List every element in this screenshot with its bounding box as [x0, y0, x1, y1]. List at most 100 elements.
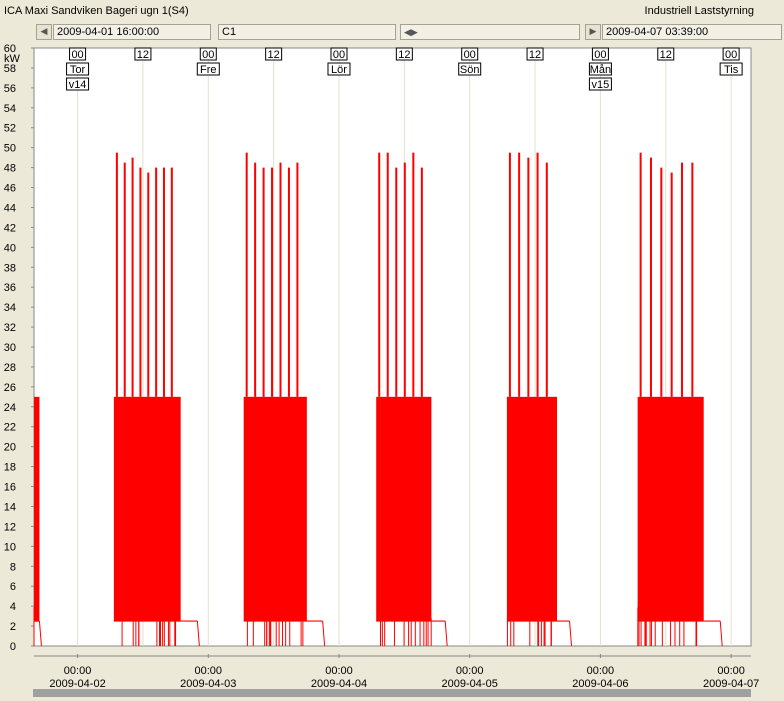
y-axis-label: kW — [4, 53, 21, 65]
horizontal-scrollbar[interactable] — [33, 689, 751, 697]
top-marker-box — [657, 47, 675, 61]
top-marker-label: Tor — [70, 64, 86, 76]
load-tail — [444, 621, 448, 647]
load-spike — [254, 162, 257, 397]
top-marker-label: 00 — [464, 49, 476, 61]
load-spike — [681, 162, 684, 397]
load-spike — [115, 152, 118, 397]
end-time-field[interactable]: 2009-04-07 03:39:00 — [602, 24, 782, 40]
load-block — [34, 396, 40, 622]
top-marker-box — [66, 62, 90, 76]
load-spike — [131, 157, 134, 397]
top-marker-box — [330, 47, 348, 61]
top-marker-label: 12 — [660, 49, 672, 61]
x-tick-time-label: 00:00 — [325, 665, 353, 677]
load-spike — [420, 167, 423, 397]
top-marker-box — [461, 47, 479, 61]
load-spike — [660, 167, 663, 397]
load-tail — [322, 621, 326, 647]
y-tick-label: 36 — [4, 282, 16, 294]
top-marker-label: 00 — [71, 49, 83, 61]
load-spike — [691, 162, 694, 397]
top-marker-label: 00 — [202, 49, 214, 61]
y-tick-label: 46 — [4, 183, 16, 195]
y-tick-label: 28 — [4, 362, 16, 374]
y-tick-label: 10 — [4, 541, 16, 553]
top-marker-label: Sön — [460, 64, 480, 76]
y-tick-label: 58 — [4, 63, 16, 75]
y-tick-label: 42 — [4, 222, 16, 234]
top-marker-box — [395, 47, 413, 61]
top-marker-box — [588, 77, 612, 91]
y-tick-label: 40 — [4, 242, 16, 254]
y-tick-label: 0 — [10, 641, 16, 653]
y-tick-label: 32 — [4, 322, 16, 334]
load-spike — [123, 162, 126, 397]
load-tail — [719, 621, 723, 647]
x-tick-date-label: 2009-04-03 — [180, 678, 236, 690]
y-tick-label: 22 — [4, 422, 16, 434]
load-spike — [262, 167, 265, 397]
start-time-field[interactable]: 2009-04-01 16:00:00 — [53, 24, 211, 40]
top-marker-label: Tis — [724, 64, 739, 76]
window-title: ICA Maxi Sandviken Bageri ugn 1(S4) — [4, 5, 189, 17]
y-tick-label: 50 — [4, 143, 16, 155]
y-tick-label: 2 — [10, 621, 16, 633]
channel-field[interactable]: C1 — [218, 24, 396, 40]
x-tick-date-label: 2009-04-05 — [442, 678, 498, 690]
skip-first-icon[interactable]: ◀ — [36, 24, 52, 40]
top-marker-box — [265, 47, 283, 61]
load-spike — [545, 162, 548, 397]
top-marker-label: Lör — [331, 64, 347, 76]
y-tick-label: 14 — [4, 501, 16, 513]
top-marker-label: 00 — [594, 49, 606, 61]
y-tick-label: 44 — [4, 202, 16, 214]
load-spike — [527, 157, 530, 397]
load-spike — [395, 167, 398, 397]
load-spike — [536, 152, 539, 397]
y-tick-label: 30 — [4, 342, 16, 354]
load-block — [113, 396, 181, 622]
load-spike — [147, 172, 150, 397]
load-spike — [139, 167, 142, 397]
top-marker-box — [719, 62, 743, 76]
load-spike — [245, 152, 248, 397]
top-marker-label: 00 — [333, 49, 345, 61]
load-spike — [518, 152, 521, 397]
y-tick-label: 20 — [4, 442, 16, 454]
top-marker-label: 12 — [268, 49, 280, 61]
y-tick-label: 4 — [10, 601, 16, 613]
top-marker-label: Fre — [200, 64, 217, 76]
load-spike — [639, 152, 642, 397]
top-marker-label: 12 — [529, 49, 541, 61]
y-tick-label: 56 — [4, 83, 16, 95]
load-spike — [649, 157, 652, 397]
load-spike — [378, 152, 381, 397]
x-tick-date-label: 2009-04-02 — [49, 678, 105, 690]
y-tick-label: 60 — [4, 43, 16, 55]
load-spike — [271, 167, 274, 397]
app-name: Industriell Laststyrning — [644, 5, 754, 17]
load-block — [637, 396, 704, 622]
x-tick-time-label: 00:00 — [456, 665, 484, 677]
top-marker-label: 00 — [725, 49, 737, 61]
y-tick-label: 54 — [4, 103, 16, 115]
load-spike — [170, 167, 173, 397]
x-tick-date-label: 2009-04-07 — [703, 678, 759, 690]
skip-last-icon[interactable]: ▶ — [585, 24, 601, 40]
y-tick-label: 52 — [4, 123, 16, 135]
x-tick-time-label: 00:00 — [717, 665, 745, 677]
x-tick-date-label: 2009-04-06 — [572, 678, 628, 690]
x-tick-time-label: 00:00 — [587, 665, 615, 677]
top-marker-box — [134, 47, 152, 61]
top-marker-box — [66, 77, 90, 91]
top-marker-label: v15 — [592, 79, 610, 91]
y-tick-label: 26 — [4, 382, 16, 394]
pan-scroller[interactable]: ◀▶ — [400, 24, 580, 40]
pan-arrows-icon: ◀▶ — [404, 27, 418, 37]
load-block — [243, 396, 307, 622]
y-tick-label: 38 — [4, 262, 16, 274]
time-navigation-bar: ◀ 2009-04-01 16:00:00 C1 ◀▶ ▶ 2009-04-07… — [0, 22, 784, 44]
load-spike — [670, 172, 673, 397]
